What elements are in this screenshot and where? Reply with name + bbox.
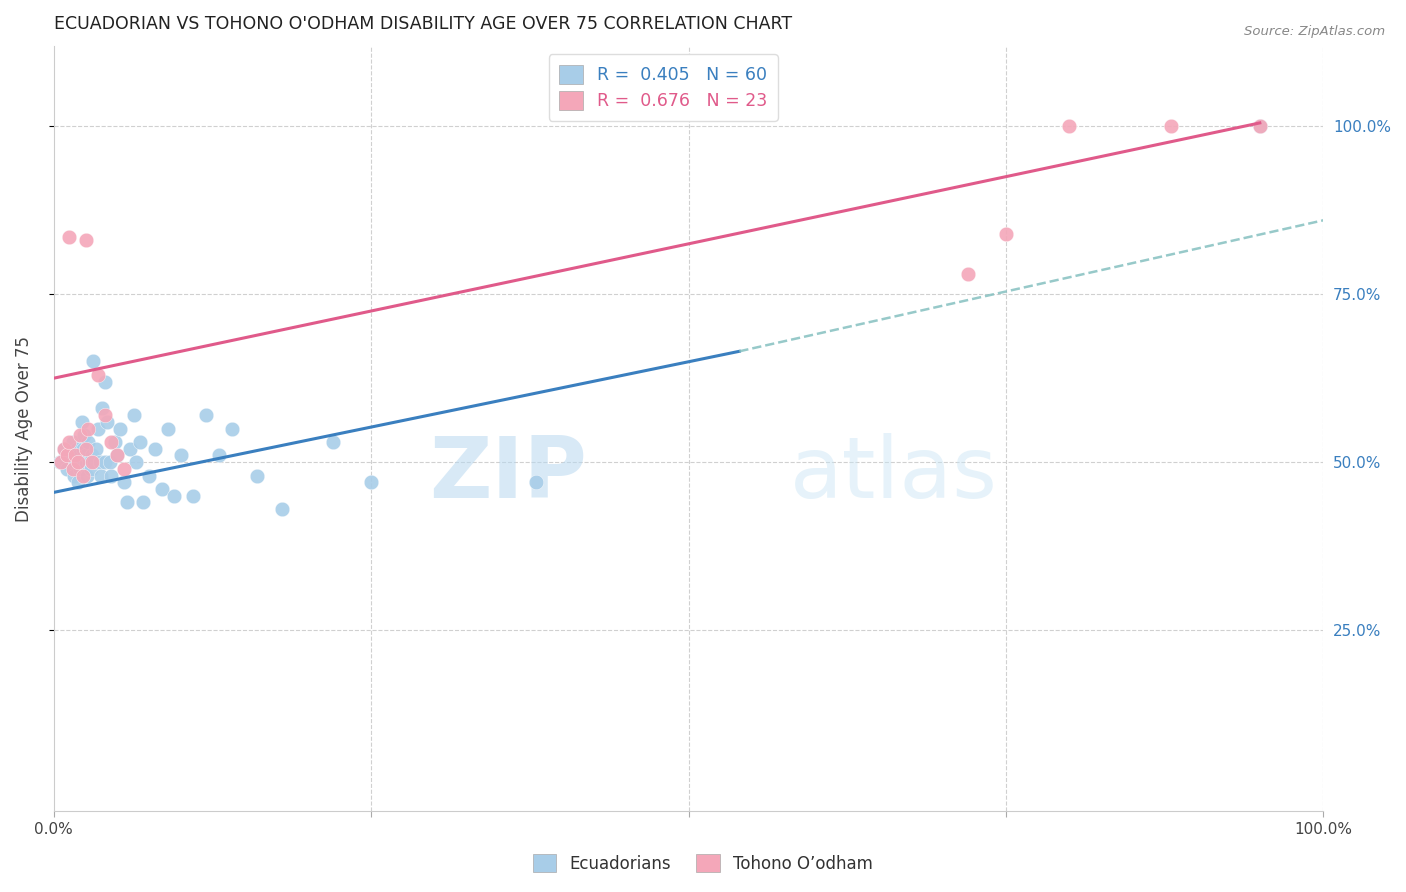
Point (956, 267, 979, 281)
Legend: R =  0.405   N = 60, R =  0.676   N = 23: R = 0.405 N = 60, R = 0.676 N = 23 (548, 54, 778, 120)
Point (67, 449, 90, 463)
Point (49, 455, 72, 469)
Point (91, 401, 114, 416)
Point (117, 495, 139, 509)
Point (524, 475, 547, 490)
Point (183, 489, 205, 503)
Point (125, 455, 148, 469)
Point (53, 442, 76, 456)
Point (83, 455, 105, 469)
Point (80, 455, 103, 469)
Point (271, 502, 294, 516)
Point (157, 421, 180, 435)
Point (79, 462, 101, 476)
Point (65, 449, 87, 463)
Point (90, 468, 112, 483)
Point (360, 475, 382, 490)
Point (104, 435, 127, 450)
Point (150, 482, 173, 496)
Point (77, 421, 100, 435)
Point (69, 428, 91, 442)
Point (105, 449, 128, 463)
Point (84, 442, 107, 456)
Text: ECUADORIAN VS TOHONO O'ODHAM DISABILITY AGE OVER 75 CORRELATION CHART: ECUADORIAN VS TOHONO O'ODHAM DISABILITY … (53, 15, 792, 33)
Point (75, 449, 97, 463)
Point (72, 468, 94, 483)
Point (112, 475, 135, 490)
Point (1160, 120, 1182, 134)
Point (62, 462, 84, 476)
Point (93, 455, 115, 469)
Point (66, 475, 89, 490)
Point (62, 435, 84, 450)
Point (1249, 120, 1271, 134)
Point (994, 227, 1017, 241)
Point (138, 468, 160, 483)
Point (82, 354, 104, 368)
Point (118, 442, 141, 456)
Point (51, 455, 73, 469)
Point (170, 449, 193, 463)
Point (322, 435, 344, 450)
Point (55, 449, 77, 463)
Point (122, 408, 145, 422)
Point (70, 415, 93, 429)
Point (93, 408, 115, 422)
Point (63, 468, 86, 483)
Point (131, 495, 153, 509)
Point (1059, 120, 1081, 134)
Point (66, 455, 89, 469)
Point (70, 455, 93, 469)
Point (108, 421, 131, 435)
Point (72, 442, 94, 456)
Y-axis label: Disability Age Over 75: Disability Age Over 75 (15, 335, 32, 522)
Point (53, 442, 76, 456)
Point (129, 435, 152, 450)
Point (163, 489, 186, 503)
Point (100, 435, 122, 450)
Point (112, 462, 135, 476)
Point (145, 442, 167, 456)
Point (89, 455, 111, 469)
Text: ZIP: ZIP (429, 433, 586, 516)
Point (221, 421, 243, 435)
Text: Source: ZipAtlas.com: Source: ZipAtlas.com (1244, 25, 1385, 38)
Point (73, 428, 96, 442)
Point (55, 462, 77, 476)
Point (80, 449, 103, 463)
Point (77, 435, 100, 450)
Point (195, 408, 218, 422)
Point (58, 230, 80, 244)
Point (96, 415, 118, 429)
Point (58, 449, 80, 463)
Point (58, 435, 80, 450)
Point (98, 455, 121, 469)
Point (246, 468, 269, 483)
Point (66, 442, 89, 456)
Point (87, 368, 110, 382)
Legend: Ecuadorians, Tohono O’odham: Ecuadorians, Tohono O’odham (526, 847, 880, 880)
Text: atlas: atlas (790, 433, 998, 516)
Point (87, 421, 110, 435)
Point (1249, 120, 1271, 134)
Point (79, 455, 101, 469)
Point (208, 449, 231, 463)
Point (69, 462, 91, 476)
Point (100, 468, 122, 483)
Point (75, 442, 97, 456)
Point (93, 375, 115, 389)
Point (76, 468, 98, 483)
Point (105, 449, 128, 463)
Point (65, 455, 87, 469)
Point (75, 455, 97, 469)
Point (75, 234, 97, 248)
